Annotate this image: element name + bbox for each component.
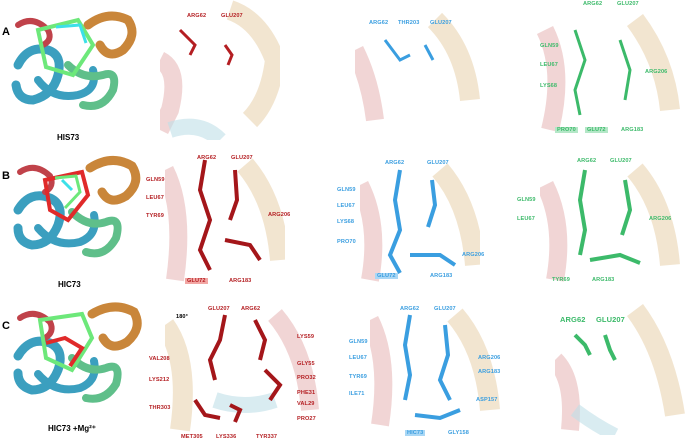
label-c1-5: PRO32 (297, 375, 316, 381)
caption-a: HIS73 (57, 133, 80, 142)
structure-panel-c1 (165, 300, 320, 435)
label-c3-0: ARG62 (560, 315, 586, 324)
label-b2-7: GLU72 (375, 273, 398, 279)
label-c2-6: TYR69 (349, 374, 367, 380)
label-a3-5: ARG206 (645, 69, 668, 75)
label-b3-3: LEU67 (517, 216, 535, 222)
label-c1-4: GLY55 (297, 361, 315, 367)
label-b3-6: ARG183 (592, 277, 615, 283)
label-a3-3: LEU67 (540, 62, 558, 68)
label-c2-10: GLY158 (448, 430, 469, 436)
label-c1-10: PRO27 (297, 416, 316, 422)
label-a2-1: THR203 (398, 20, 420, 26)
label-b3-5: TYR69 (552, 277, 570, 283)
label-b1-5: ARG206 (268, 212, 291, 218)
protein-overview-a (8, 5, 143, 120)
structure-panel-a3 (535, 0, 685, 140)
label-b1-0: ARG62 (197, 155, 217, 161)
rotation-indicator: 180° (176, 314, 188, 320)
label-a1-0: ARG62 (187, 13, 207, 19)
label-c2-5: ARG183 (478, 369, 501, 375)
structure-panel-a1 (160, 0, 280, 140)
label-c1-1: ARG62 (241, 306, 261, 312)
structure-panel-c3 (555, 300, 685, 435)
label-b1-2: GLN59 (146, 177, 165, 183)
label-b1-6: GLU72 (185, 278, 208, 284)
label-b3-0: ARG62 (577, 158, 597, 164)
label-b3-1: GLU207 (610, 158, 632, 164)
label-c1-2: LYS59 (297, 334, 315, 340)
structure-panel-b1 (165, 150, 285, 288)
label-a3-0: ARG62 (583, 1, 603, 7)
label-b2-8: ARG183 (430, 273, 453, 279)
label-b2-6: ARG206 (462, 252, 485, 258)
label-c1-13: TYR337 (256, 434, 278, 440)
label-c2-2: GLN59 (349, 339, 368, 345)
label-c2-8: ASP157 (476, 397, 498, 403)
row-letter-c: C (2, 320, 10, 332)
label-b1-7: ARG183 (229, 278, 252, 284)
label-c1-9: THR303 (149, 405, 171, 411)
label-b1-4: TYR69 (146, 213, 164, 219)
label-c2-9: HIC73 (405, 430, 426, 436)
label-a3-7: GLU72 (585, 127, 608, 133)
label-b3-4: ARG206 (649, 216, 672, 222)
label-c2-4: ARG206 (478, 355, 501, 361)
label-a3-1: GLU207 (617, 1, 639, 7)
label-b2-5: PRO70 (337, 239, 356, 245)
row-letter-a: A (2, 26, 10, 38)
structure-panel-b2 (360, 155, 480, 285)
label-c1-6: LYS212 (149, 377, 170, 383)
label-a2-0: ARG62 (369, 20, 389, 26)
row-letter-b: B (2, 170, 10, 182)
label-c2-0: ARG62 (400, 306, 420, 312)
label-b2-0: ARG62 (385, 160, 405, 166)
label-b2-2: GLN59 (337, 187, 356, 193)
label-b2-4: LYS68 (337, 219, 355, 225)
caption-b: HIC73 (58, 280, 81, 289)
label-b2-1: GLU207 (427, 160, 449, 166)
label-b1-1: GLU207 (231, 155, 253, 161)
protein-overview-b (10, 150, 145, 265)
label-c1-8: VAL29 (297, 401, 315, 407)
caption-c: HIC73 +Mg²⁺ (48, 424, 97, 433)
protein-overview-c (10, 298, 145, 408)
label-b3-2: GLN59 (517, 197, 536, 203)
label-a3-2: GLN59 (540, 43, 559, 49)
structure-panel-b3 (540, 155, 680, 285)
label-c3-1: GLU207 (596, 315, 625, 324)
structure-panel-a2 (355, 0, 480, 140)
label-a1-1: GLU207 (221, 13, 243, 19)
label-c2-3: LEU67 (349, 355, 367, 361)
label-b2-3: LEU67 (337, 203, 355, 209)
structure-panel-c2 (370, 300, 510, 435)
label-c2-7: ILE71 (349, 391, 365, 397)
label-a3-8: ARG183 (621, 127, 644, 133)
label-c1-11: MET305 (181, 434, 203, 440)
label-a2-2: GLU207 (430, 20, 452, 26)
label-a3-6: PRO70 (555, 127, 578, 133)
label-c1-3: VAL208 (149, 356, 170, 362)
label-c2-1: GLU207 (434, 306, 456, 312)
label-c1-12: LYS336 (216, 434, 237, 440)
label-c1-0: GLU207 (208, 306, 230, 312)
label-a3-4: LYS68 (540, 83, 558, 89)
label-b1-3: LEU67 (146, 195, 164, 201)
label-c1-7: PHE31 (297, 390, 316, 396)
